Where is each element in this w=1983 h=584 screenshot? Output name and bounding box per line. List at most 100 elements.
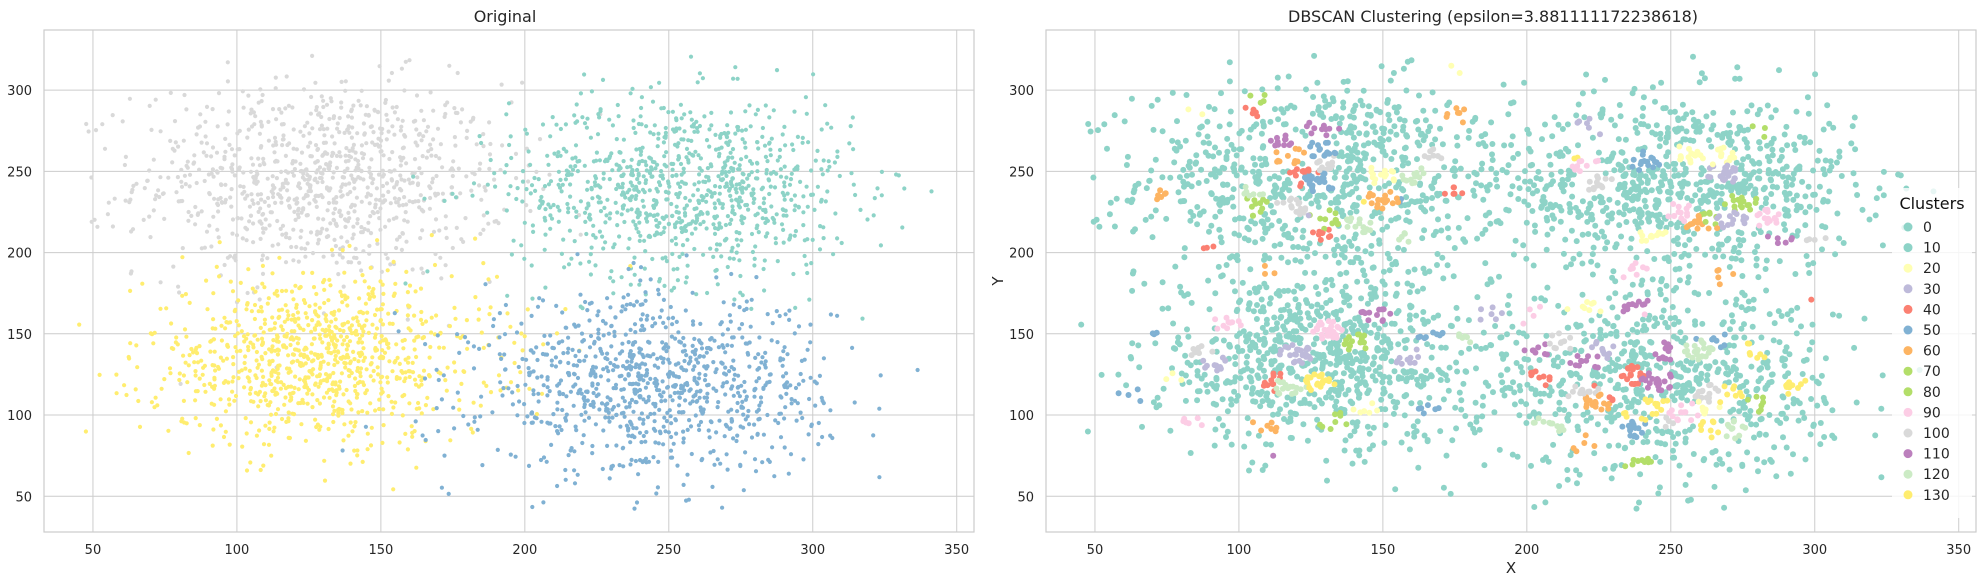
data-point <box>531 392 536 397</box>
data-point <box>355 392 360 397</box>
data-point <box>268 381 273 386</box>
data-point <box>343 365 348 370</box>
data-point <box>782 124 787 129</box>
data-point <box>563 307 568 312</box>
data-point <box>1356 130 1363 137</box>
data-point <box>1386 180 1392 187</box>
data-point <box>481 345 486 350</box>
data-point <box>390 150 395 155</box>
data-point <box>567 228 573 233</box>
data-point <box>1177 283 1184 290</box>
data-point <box>256 100 261 105</box>
data-point <box>256 404 261 409</box>
data-point <box>395 237 400 242</box>
data-point <box>285 198 291 203</box>
data-point <box>383 97 388 103</box>
data-point <box>693 220 698 225</box>
data-point <box>360 325 365 330</box>
data-point <box>765 159 770 164</box>
data-point <box>708 189 713 194</box>
data-point <box>853 192 858 198</box>
data-point <box>748 324 753 329</box>
data-point <box>230 162 235 167</box>
data-point <box>466 340 471 345</box>
data-point <box>258 467 263 473</box>
data-point <box>695 129 700 134</box>
data-point <box>745 176 750 181</box>
data-point <box>357 323 362 328</box>
data-point <box>332 349 337 354</box>
data-point <box>284 419 289 424</box>
data-point <box>618 424 623 429</box>
data-point <box>626 266 631 272</box>
data-point <box>427 355 432 360</box>
data-point <box>394 200 399 205</box>
data-point <box>503 302 508 308</box>
data-point <box>666 345 671 350</box>
data-point <box>745 350 750 356</box>
data-point <box>663 429 668 434</box>
data-point <box>251 342 256 347</box>
data-point <box>1516 185 1523 192</box>
data-point <box>684 253 689 258</box>
data-point <box>305 391 310 396</box>
data-point <box>672 390 677 396</box>
data-point <box>677 190 682 196</box>
data-point <box>684 353 689 358</box>
data-point <box>746 207 751 212</box>
data-point <box>135 365 140 370</box>
data-point <box>573 424 578 429</box>
data-point <box>639 411 645 416</box>
data-point <box>197 167 202 172</box>
data-point <box>343 361 348 366</box>
data-point <box>447 63 452 68</box>
data-point <box>236 167 242 172</box>
data-point <box>496 373 502 378</box>
data-point <box>419 207 424 212</box>
data-point <box>601 428 606 433</box>
data-point <box>747 364 752 369</box>
data-point <box>1322 104 1329 110</box>
data-point <box>659 169 664 174</box>
data-point <box>607 216 612 221</box>
data-point <box>768 184 773 189</box>
data-point <box>400 118 405 123</box>
data-point <box>402 88 407 93</box>
data-point <box>636 189 641 194</box>
data-point <box>731 335 736 340</box>
data-point <box>1702 251 1709 258</box>
data-point <box>346 260 351 265</box>
data-point <box>563 467 568 473</box>
data-point <box>656 180 662 185</box>
data-point <box>234 233 240 238</box>
data-point <box>616 403 621 408</box>
data-point <box>1589 134 1596 141</box>
data-point <box>557 390 562 395</box>
data-point <box>674 319 679 324</box>
data-point <box>653 401 658 407</box>
data-point <box>878 373 883 378</box>
data-point <box>603 415 608 420</box>
data-point <box>1194 204 1201 210</box>
data-point <box>282 402 287 407</box>
data-point <box>453 195 459 200</box>
data-point <box>574 209 579 214</box>
data-point <box>215 202 221 208</box>
data-point <box>301 207 306 212</box>
data-point <box>368 362 373 367</box>
data-point <box>708 450 713 455</box>
data-point <box>183 360 188 365</box>
data-point <box>623 332 628 337</box>
data-point <box>1273 184 1280 191</box>
data-point <box>575 159 580 164</box>
data-point <box>627 236 632 241</box>
data-point <box>1224 148 1231 155</box>
data-point <box>643 290 648 295</box>
data-point <box>607 476 612 481</box>
data-point <box>1549 212 1556 219</box>
data-point <box>423 403 428 408</box>
data-point <box>168 90 173 95</box>
data-point <box>254 375 259 381</box>
data-point <box>671 161 676 167</box>
data-point <box>240 444 245 449</box>
